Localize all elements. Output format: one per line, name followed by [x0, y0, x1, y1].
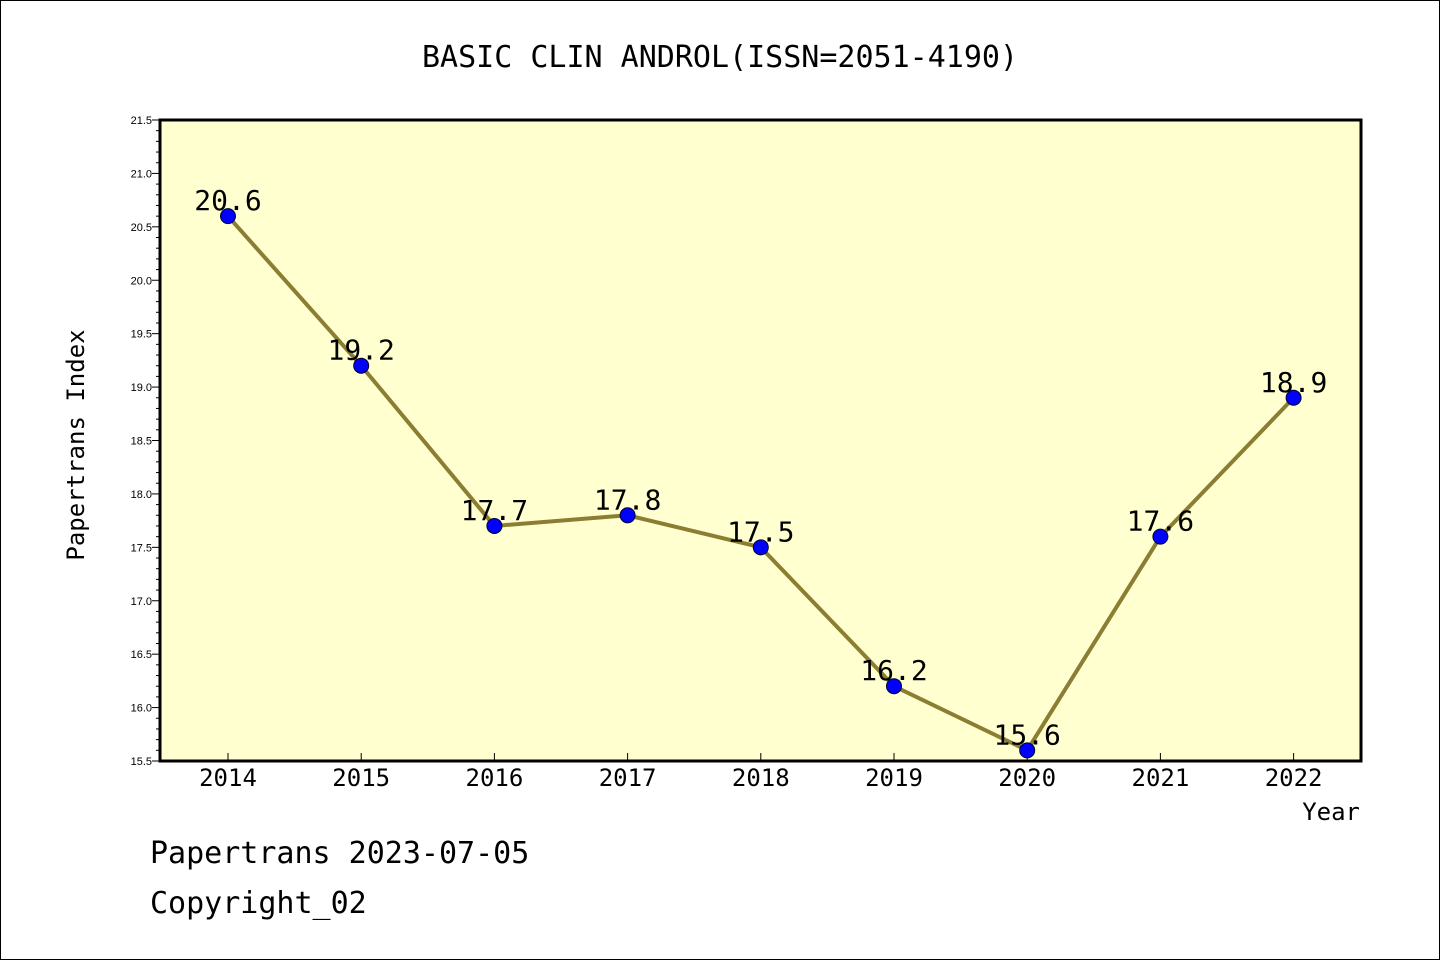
data-label: 17.8: [594, 483, 661, 516]
x-tick-label: 2018: [732, 764, 790, 792]
chart-title: BASIC CLIN ANDROL(ISSN=2051-4190): [422, 40, 1018, 75]
y-tick-label: 17.0: [131, 596, 152, 608]
data-point: [752, 539, 769, 556]
y-tick-label: 16.5: [131, 649, 152, 661]
y-tick-label: 18.0: [131, 489, 152, 501]
data-label: 17.5: [727, 515, 794, 548]
footer-copyright: Copyright_02: [150, 886, 367, 921]
data-label: 17.6: [1127, 505, 1194, 538]
data-point: [1152, 528, 1169, 545]
data-label: 17.7: [461, 494, 528, 527]
y-axis: 15.5 16.0 16.5 17.0 17.5 18.0 18.5 19.0 19.5 20.0…: [131, 115, 160, 768]
data-label: 20.6: [194, 184, 261, 217]
data-label: 16.2: [860, 654, 927, 687]
y-tick-label: 19.0: [131, 382, 152, 394]
data-point: [1019, 742, 1036, 759]
y-tick-label: 21.0: [131, 168, 152, 180]
data-series: 20.6 19.2 17.7 17.8 17.5 16.2 15.6 17.6 18.9: [194, 184, 1327, 759]
x-tick-label: 2016: [466, 764, 524, 792]
x-axis: 2014 2015 2016 2017 2018 2019 2020 2021 2022: [199, 753, 1322, 792]
x-tick-label: 2017: [599, 764, 657, 792]
x-tick-label: 2022: [1265, 764, 1323, 792]
data-point: [353, 357, 370, 374]
data-point: [886, 678, 902, 695]
data-point: [486, 517, 503, 534]
y-tick-label: 20.5: [131, 222, 152, 234]
x-tick-label: 2014: [199, 764, 257, 792]
y-tick-label: 21.5: [131, 115, 152, 127]
x-tick-label: 2015: [332, 764, 390, 792]
data-point: [1285, 389, 1302, 406]
data-label: 19.2: [327, 334, 394, 367]
y-tick-label: 15.5: [131, 756, 152, 768]
data-point: [619, 507, 636, 524]
plot-area: [160, 120, 1361, 761]
y-tick-label: 20.0: [131, 275, 152, 287]
x-tick-label: 2019: [865, 764, 923, 792]
y-tick-label: 16.0: [131, 703, 152, 715]
y-tick-label: 17.5: [131, 542, 152, 554]
plot-border: [158, 118, 1363, 763]
y-tick-label: 19.5: [131, 329, 152, 341]
data-label: 18.9: [1260, 366, 1327, 399]
footer-date: Papertrans 2023-07-05: [150, 836, 530, 871]
x-tick-label: 2020: [998, 764, 1056, 792]
y-axis-label: Papertrans Index: [62, 329, 90, 560]
data-label: 15.6: [993, 718, 1060, 751]
x-tick-label: 2021: [1132, 764, 1190, 792]
x-axis-label: Year: [1302, 798, 1360, 826]
y-tick-label: 18.5: [131, 436, 152, 448]
data-point: [220, 208, 236, 225]
